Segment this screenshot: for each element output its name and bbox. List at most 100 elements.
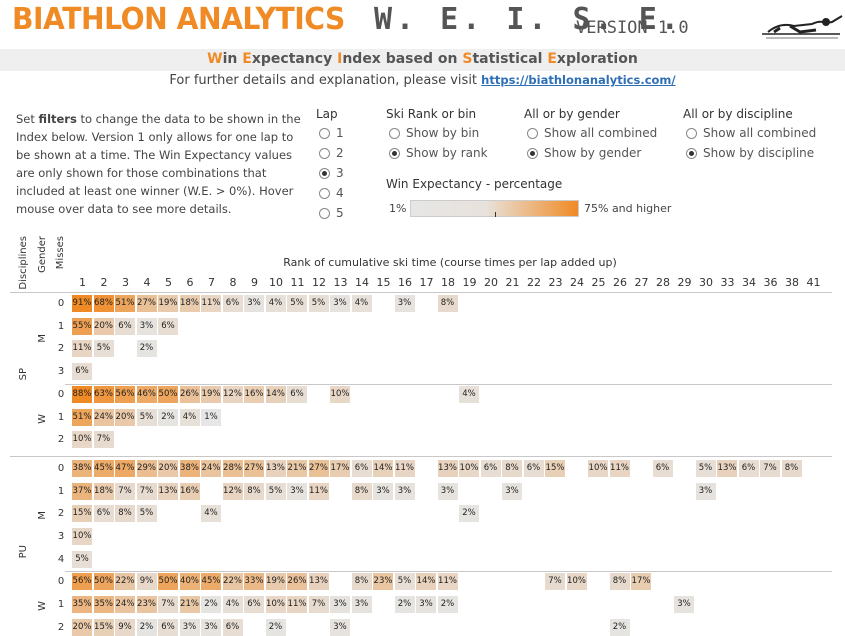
win-expectancy-cell: 50%: [93, 573, 114, 591]
win-expectancy-cell: 28%: [222, 459, 243, 477]
win-expectancy-cell: 7%: [545, 573, 565, 591]
win-expectancy-cell: 56%: [72, 573, 92, 591]
filter-option-lap-1[interactable]: 1: [319, 123, 344, 143]
win-expectancy-cell: 3%: [244, 295, 264, 312]
win-expectancy-cell: 6%: [351, 459, 372, 477]
win-expectancy-cell: 12%: [222, 385, 243, 403]
filter-title-discipline: All or by discipline: [683, 107, 793, 121]
filter-option-gender-2[interactable]: Show by gender: [527, 143, 641, 163]
row-misses-label: 0: [57, 298, 65, 309]
column-header: 4: [143, 276, 151, 289]
win-expectancy-cell: 7%: [158, 596, 178, 614]
win-expectancy-cell: 45%: [201, 573, 221, 591]
win-expectancy-cell: 6%: [222, 295, 243, 312]
filter-option-lap-4[interactable]: 4: [319, 183, 344, 203]
column-header: 7: [208, 276, 215, 289]
column-header: 1: [79, 276, 86, 289]
win-expectancy-cell: 21%: [287, 459, 307, 477]
win-expectancy-cell: 5%: [72, 550, 92, 568]
column-axis-title: Rank of cumulative ski time (course time…: [283, 256, 617, 269]
win-expectancy-cell: 3%: [416, 596, 436, 614]
column-header: 13: [333, 276, 348, 289]
win-expectancy-cell: 19%: [158, 295, 178, 312]
filter-option-discipline-2[interactable]: Show by discipline: [686, 143, 814, 163]
column-header: 12: [312, 276, 326, 289]
win-expectancy-cell: 20%: [158, 459, 178, 477]
column-header: 18: [441, 276, 455, 289]
win-expectancy-cell: 10%: [588, 459, 608, 477]
subtitle: Win Expectancy Index based on Statistica…: [0, 51, 845, 67]
win-expectancy-cell: 13%: [717, 459, 737, 477]
instructions-bold: filters: [38, 112, 77, 126]
column-header: 41: [806, 276, 821, 289]
win-expectancy-cell: 38%: [72, 459, 92, 477]
website-link[interactable]: https://biathlonanalytics.com/: [481, 73, 676, 87]
column-header: 8: [229, 276, 237, 289]
filter-option-label: Show by discipline: [703, 146, 815, 160]
win-expectancy-cell: 17%: [631, 573, 651, 591]
filter-option-label: 5: [336, 206, 344, 220]
row-misses-label: 2: [57, 621, 65, 633]
win-expectancy-cell: 14%: [265, 385, 286, 403]
radio-button-icon[interactable]: [389, 127, 400, 139]
radio-button-icon[interactable]: [319, 207, 330, 219]
win-expectancy-cell: 11%: [72, 340, 92, 358]
filter-option-ski-rank-1[interactable]: Show by bin: [389, 123, 479, 143]
win-expectancy-cell: 3%: [502, 482, 522, 500]
subtitle-initial: I: [337, 51, 343, 67]
win-expectancy-cell: 26%: [287, 573, 307, 591]
column-header: 2: [100, 276, 108, 289]
win-expectancy-cell: 24%: [115, 596, 135, 614]
win-expectancy-cell: 27%: [308, 459, 329, 477]
win-expectancy-cell: 3%: [330, 596, 350, 614]
visit-row: For further details and explanation, ple…: [0, 73, 845, 88]
row-misses-label: 0: [57, 462, 65, 474]
radio-button-icon[interactable]: [686, 127, 697, 139]
radio-button-icon[interactable]: [319, 187, 330, 199]
row-misses-label: 4: [57, 553, 65, 565]
filter-option-ski-rank-2[interactable]: Show by rank: [389, 143, 488, 163]
radio-button-icon[interactable]: [389, 147, 400, 159]
win-expectancy-cell: 55%: [72, 317, 92, 335]
win-expectancy-cell: 15%: [72, 505, 92, 523]
win-expectancy-cell: 40%: [179, 573, 200, 591]
instructions-pre: Set: [16, 112, 39, 126]
win-expectancy-cell: 6%: [480, 459, 501, 477]
win-expectancy-cell: 6%: [523, 459, 544, 477]
column-header: 3: [122, 276, 129, 289]
radio-button-icon[interactable]: [319, 127, 330, 139]
win-expectancy-cell: 3%: [674, 596, 694, 614]
filter-option-discipline-1[interactable]: Show all combined: [686, 123, 816, 143]
radio-button-icon[interactable]: [686, 147, 697, 159]
radio-button-icon[interactable]: [319, 147, 330, 159]
subtitle-initial: E: [242, 51, 252, 67]
win-expectancy-cell: 20%: [93, 317, 114, 335]
filter-option-gender-1[interactable]: Show all combined: [527, 123, 657, 143]
filter-option-lap-3[interactable]: 3: [319, 163, 344, 183]
win-expectancy-cell: 2%: [437, 596, 458, 614]
gender-label: W: [37, 413, 48, 424]
win-expectancy-cell: 56%: [115, 385, 135, 403]
column-header: 10: [269, 276, 283, 289]
win-expectancy-cell: 6%: [244, 596, 264, 614]
win-expectancy-cell: 2%: [265, 618, 286, 636]
win-expectancy-cell: 27%: [136, 295, 157, 312]
row-misses-label: 0: [57, 576, 65, 588]
radio-button-icon[interactable]: [527, 127, 538, 139]
win-expectancy-cell: 8%: [115, 505, 135, 523]
column-header: 11: [290, 276, 305, 289]
win-expectancy-cell: 5%: [136, 408, 157, 426]
win-expectancy-cell: 29%: [136, 459, 157, 477]
legend-max-label: 75% and higher: [584, 202, 672, 215]
win-expectancy-cell: 5%: [93, 340, 114, 358]
radio-button-icon[interactable]: [319, 167, 330, 179]
subtitle-initial: S: [462, 51, 473, 67]
filter-option-lap-2[interactable]: 2: [319, 143, 344, 163]
win-expectancy-cell: 16%: [179, 482, 200, 500]
win-expectancy-cell: 3%: [394, 295, 415, 312]
radio-button-icon[interactable]: [527, 147, 538, 159]
win-expectancy-cell: 24%: [201, 459, 221, 477]
filter-option-lap-5[interactable]: 5: [319, 203, 344, 223]
filter-title-gender: All or by gender: [524, 107, 620, 121]
win-expectancy-cell: 4%: [459, 385, 479, 403]
